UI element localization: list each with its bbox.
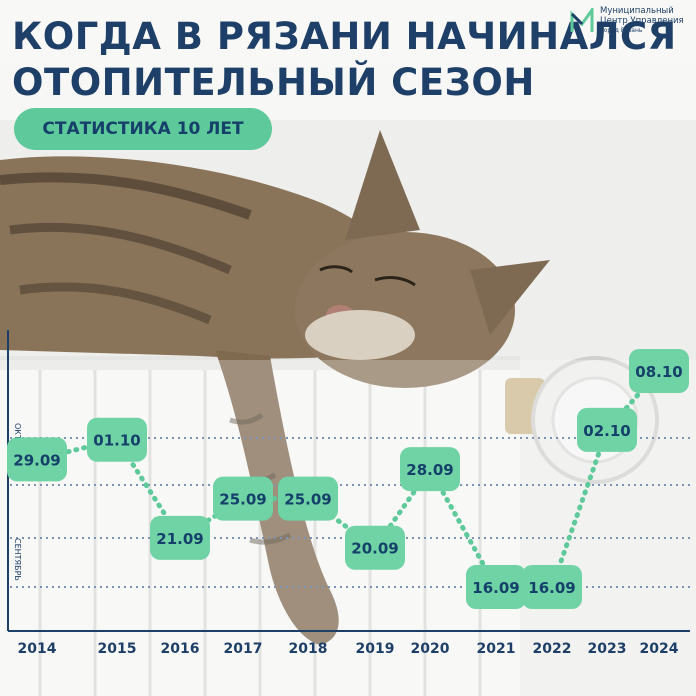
logo-text: Муниципальный Центр Управления Город Ряз… [600, 6, 684, 36]
x-tick-label: 2018 [289, 641, 328, 657]
data-point [150, 515, 210, 560]
x-tick-label: 2016 [161, 641, 200, 657]
logo-line-1: Муниципальный [600, 6, 674, 16]
month-label-september: СЕНТЯБРЬ [13, 538, 22, 581]
data-point [629, 349, 689, 393]
logo: Муниципальный Центр Управления Город Ряз… [570, 6, 690, 36]
data-label: 16.09 [472, 579, 519, 597]
data-label: 20.09 [351, 540, 398, 558]
logo-line-3: Город Рязань [600, 27, 643, 34]
x-tick-label: 2021 [477, 641, 516, 657]
data-point [400, 447, 460, 492]
statistics-badge: СТАТИСТИКА 10 ЛЕТ [14, 108, 272, 150]
x-tick-label: 2023 [588, 641, 627, 657]
data-point [577, 407, 637, 452]
data-point [213, 476, 273, 521]
x-tick-label: 2019 [356, 641, 395, 657]
logo-icon [570, 8, 594, 32]
data-label: 02.10 [583, 422, 630, 440]
statistics-badge-label: СТАТИСТИКА 10 ЛЕТ [42, 119, 244, 139]
logo-line-2: Центр Управления [600, 16, 684, 26]
data-label: 25.09 [284, 491, 331, 509]
title-line-1: КОГДА В РЯЗАНИ НАЧИНАЛСЯ [12, 15, 677, 58]
title-line-2: ОТОПИТЕЛЬНЫЙ СЕЗОН [12, 61, 535, 104]
data-label: 29.09 [13, 451, 60, 469]
data-point [7, 437, 67, 482]
page-title: КОГДА В РЯЗАНИ НАЧИНАЛСЯ ОТОПИТЕЛЬНЫЙ СЕ… [12, 14, 677, 106]
data-label: 08.10 [635, 363, 682, 381]
series-line [34, 368, 662, 590]
data-point [466, 565, 526, 609]
x-tick-label: 2024 [640, 641, 679, 657]
x-tick-label: 2022 [533, 641, 572, 657]
x-tick-label: 2017 [224, 641, 263, 657]
x-tick-label: 2015 [98, 641, 137, 657]
data-point [345, 525, 405, 570]
data-point [278, 476, 338, 521]
x-tick-label: 2014 [18, 641, 57, 657]
data-label: 28.09 [406, 461, 453, 479]
data-point [522, 565, 582, 609]
data-point [87, 417, 147, 462]
data-label: 01.10 [93, 432, 140, 450]
data-label: 21.09 [156, 530, 203, 548]
x-tick-label: 2020 [411, 641, 450, 657]
data-label: 16.09 [528, 579, 575, 597]
data-label: 25.09 [219, 491, 266, 509]
